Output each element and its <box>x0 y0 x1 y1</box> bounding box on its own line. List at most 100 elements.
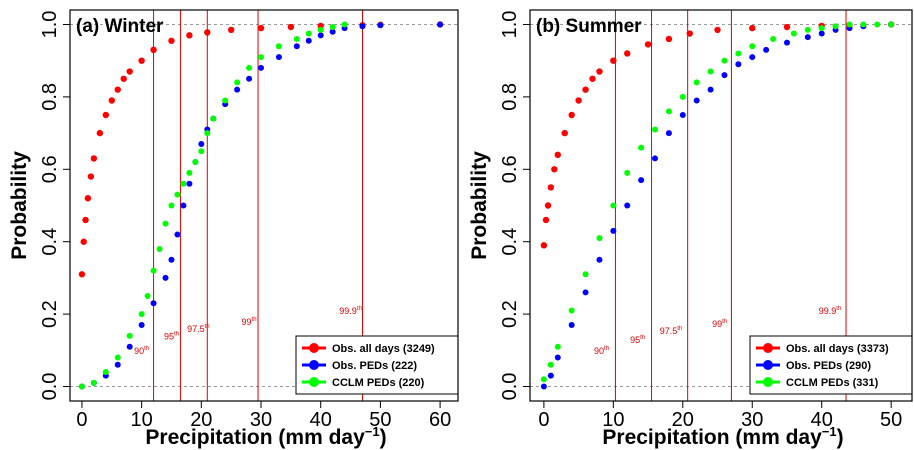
data-point <box>582 86 589 93</box>
data-point <box>120 75 127 82</box>
x-axis-title: Precipitation (mm day−1) <box>145 424 386 449</box>
y-tick-label: 0.2 <box>39 300 61 328</box>
data-point <box>180 180 187 187</box>
data-point <box>329 24 336 31</box>
data-point <box>293 35 300 42</box>
data-point <box>174 191 181 198</box>
percentile-sup: th <box>640 335 645 341</box>
x-tick-label: 40 <box>811 409 833 431</box>
y-tick-label: 1.0 <box>39 11 61 39</box>
data-point <box>547 361 554 368</box>
y-tick-label: 0.6 <box>39 155 61 183</box>
x-tick-label: 0 <box>76 409 87 431</box>
data-point <box>246 75 253 82</box>
data-point <box>150 267 157 274</box>
data-point <box>568 111 575 119</box>
series-3 <box>78 21 348 390</box>
plot-frame <box>529 9 913 402</box>
data-point <box>234 86 241 93</box>
data-point <box>96 129 104 137</box>
legend-label: CCLM PEDs (220) <box>332 377 425 389</box>
percentile-label: 99th <box>242 317 257 327</box>
y-axis-title: Probability <box>8 151 31 260</box>
data-point <box>568 321 575 328</box>
data-point <box>551 166 558 173</box>
data-point <box>783 23 791 31</box>
data-point <box>168 256 175 263</box>
series-3 <box>540 21 895 383</box>
percentile-value: 99 <box>712 319 722 329</box>
data-point <box>82 216 89 224</box>
data-point <box>257 24 265 32</box>
data-point <box>714 26 721 34</box>
y-tick-label: 0.0 <box>39 373 61 401</box>
data-point <box>186 32 193 39</box>
data-point <box>437 21 444 28</box>
data-point <box>258 64 265 71</box>
y-tick-label: 0.2 <box>499 300 521 328</box>
data-point <box>377 22 384 29</box>
data-point <box>770 35 777 42</box>
x-tick-label: 60 <box>429 409 451 431</box>
data-point <box>610 202 617 209</box>
data-point <box>168 37 175 44</box>
data-point <box>210 115 217 122</box>
data-point <box>554 151 561 159</box>
data-point <box>222 97 229 104</box>
data-point <box>860 21 867 28</box>
data-point <box>305 30 312 37</box>
x-axis-title-main: Precipitation (mm day <box>602 426 822 449</box>
legend-label: Obs. all days (3373) <box>786 343 889 355</box>
percentile-sup: th <box>357 306 362 312</box>
y-tick-label: 1.0 <box>499 11 521 39</box>
x-axis-title-close: ) <box>380 426 387 449</box>
data-point <box>150 46 157 54</box>
legend: Obs. all days (3249) Obs. PEDs (222) CCLM … <box>295 335 459 395</box>
percentile-value: 95 <box>164 331 174 341</box>
percentile-sup: th <box>174 331 179 337</box>
data-point <box>665 108 672 115</box>
series-2 <box>78 21 444 390</box>
percentile-label: 95th <box>630 335 645 345</box>
percentile-value: 95 <box>630 335 640 345</box>
data-point <box>108 97 115 104</box>
data-point <box>783 39 790 46</box>
y-tick-label: 0.8 <box>39 83 61 111</box>
data-point <box>707 68 714 75</box>
data-point <box>749 43 756 50</box>
data-point <box>246 64 253 71</box>
data-point <box>144 293 151 300</box>
data-point <box>114 361 121 368</box>
data-point <box>186 169 193 176</box>
data-point <box>540 242 548 249</box>
data-point <box>693 79 700 86</box>
data-point <box>624 169 631 176</box>
legend-swatch-marker <box>763 377 773 387</box>
percentile-sup: th <box>677 326 682 332</box>
data-point <box>80 238 87 245</box>
data-point <box>114 354 121 361</box>
data-point <box>582 289 589 296</box>
series-1 <box>540 21 895 249</box>
percentile-value: 99.9 <box>339 306 357 316</box>
data-point <box>624 202 631 209</box>
legend-swatch-marker <box>763 343 773 353</box>
x-tick-label: 40 <box>310 409 332 431</box>
percentile-label: 97.5th <box>660 326 683 336</box>
data-point <box>596 68 603 75</box>
data-point <box>624 50 631 57</box>
percentile-value: 99.9 <box>819 306 837 316</box>
data-point <box>138 321 145 328</box>
percentile-sup: th <box>722 319 727 325</box>
data-point <box>317 26 324 33</box>
percentile-label: 99.9th <box>819 306 842 316</box>
data-point <box>707 86 714 93</box>
data-point <box>78 383 85 390</box>
data-point <box>102 369 109 376</box>
data-point <box>804 26 811 33</box>
y-tick-label: 0.6 <box>499 155 521 183</box>
x-tick-label: 50 <box>880 409 902 431</box>
x-axis-title-sup: −1 <box>365 424 380 439</box>
percentile-label: 99.9th <box>339 306 362 316</box>
